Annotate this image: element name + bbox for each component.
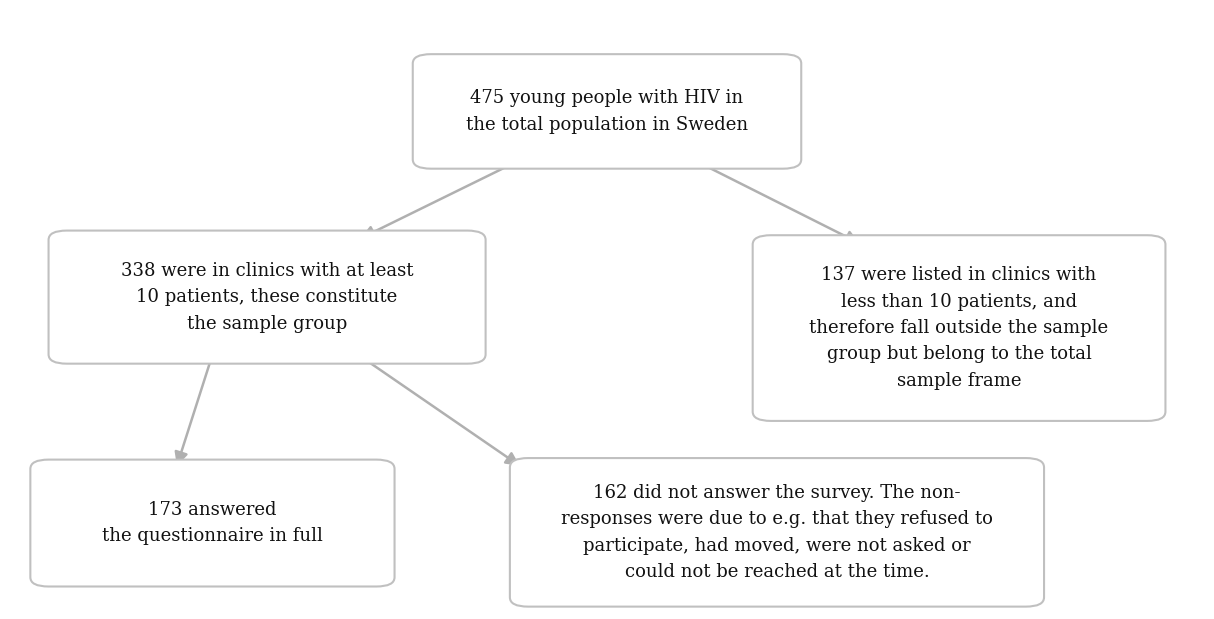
Text: 475 young people with HIV in
the total population in Sweden: 475 young people with HIV in the total p…	[466, 89, 748, 134]
Text: 338 were in clinics with at least
10 patients, these constitute
the sample group: 338 were in clinics with at least 10 pat…	[121, 262, 413, 332]
FancyBboxPatch shape	[510, 458, 1044, 607]
FancyBboxPatch shape	[753, 235, 1165, 421]
Text: 173 answered
the questionnaire in full: 173 answered the questionnaire in full	[102, 501, 323, 545]
Text: 162 did not answer the survey. The non-
responses were due to e.g. that they ref: 162 did not answer the survey. The non- …	[561, 483, 993, 581]
FancyBboxPatch shape	[30, 459, 395, 587]
Text: 137 were listed in clinics with
less than 10 patients, and
therefore fall outsid: 137 were listed in clinics with less tha…	[810, 266, 1108, 390]
FancyBboxPatch shape	[413, 54, 801, 169]
FancyBboxPatch shape	[49, 231, 486, 364]
